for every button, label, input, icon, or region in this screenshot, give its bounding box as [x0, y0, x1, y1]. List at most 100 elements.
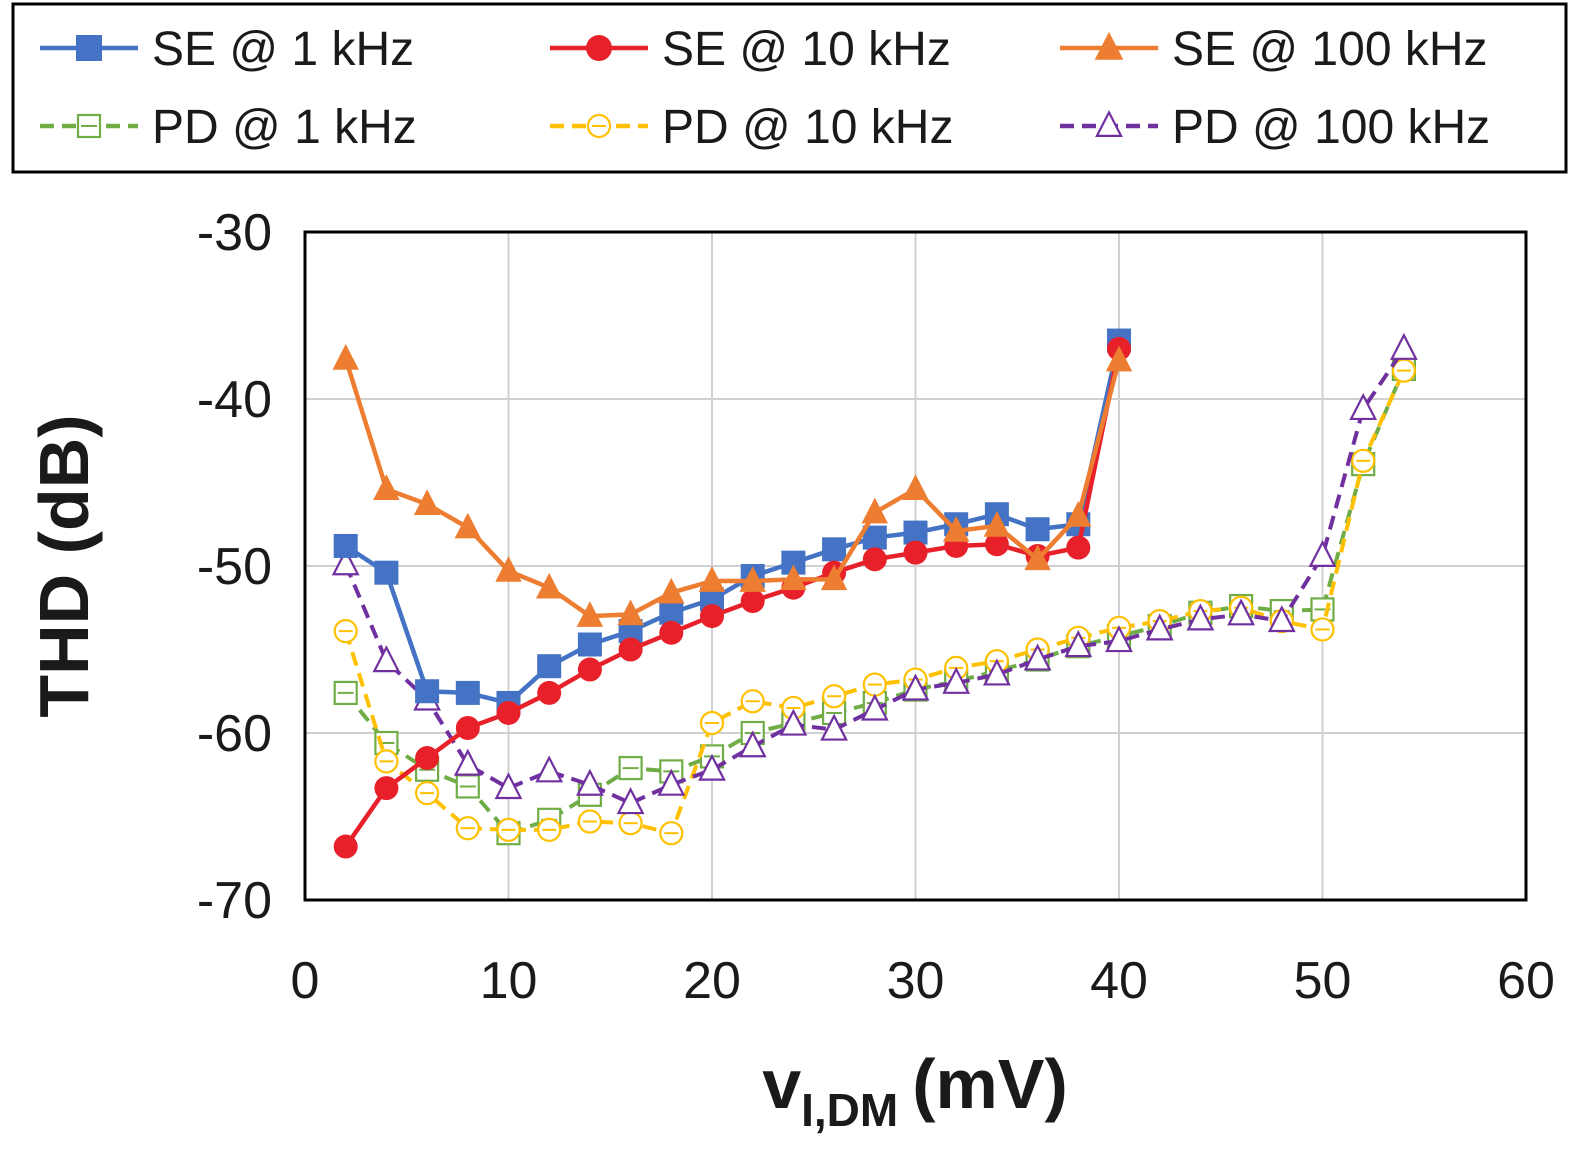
data-point: [415, 781, 440, 806]
x-tick-label: 20: [683, 952, 741, 1010]
data-point: [495, 556, 522, 582]
data-point: [455, 680, 480, 705]
data-point-shape: [903, 540, 928, 565]
data-point: [820, 713, 849, 741]
data-point: [374, 749, 399, 774]
data-point-shape: [577, 657, 602, 682]
data-point-shape: [659, 620, 684, 645]
data-point: [333, 680, 358, 706]
legend-label: PD @ 100 kHz: [1172, 101, 1490, 154]
data-point-shape: [333, 533, 358, 558]
data-point-shape: [740, 589, 765, 614]
legend-entry: PD @ 10 kHz: [550, 101, 953, 154]
data-point: [982, 658, 1011, 686]
data-point: [374, 776, 399, 801]
data-point: [374, 560, 399, 585]
data-point-shape: [659, 600, 684, 625]
data-point: [1105, 345, 1133, 372]
data-point-shape: [984, 532, 1009, 557]
legend-marker: [76, 113, 102, 139]
data-point: [1310, 617, 1335, 642]
data-point: [1023, 643, 1052, 671]
data-point: [576, 601, 604, 627]
data-point-shape: [374, 776, 399, 801]
data-point: [862, 672, 887, 697]
data-point: [333, 533, 358, 558]
data-point: [577, 809, 603, 834]
data-point-shape: [862, 547, 887, 572]
data-point-shape: [822, 537, 847, 562]
x-tick-label: 30: [887, 952, 945, 1010]
data-point: [821, 684, 847, 709]
data-point-shape: [577, 632, 602, 657]
data-point: [1308, 539, 1337, 567]
x-tick-label: 60: [1497, 952, 1555, 1010]
data-point: [1145, 613, 1174, 641]
data-point: [415, 746, 440, 771]
data-point: [1310, 597, 1335, 622]
y-tick-label: -60: [197, 705, 272, 763]
data-point-shape: [700, 604, 724, 629]
data-point-shape: [415, 746, 440, 771]
data-point-shape: [618, 637, 643, 662]
data-point: [860, 693, 889, 721]
x-axis-title-main: v: [762, 1045, 801, 1123]
legend-marker: [1094, 31, 1124, 60]
data-point: [658, 577, 685, 604]
data-point-shape: [455, 680, 480, 705]
series-pd-100-khz: [331, 332, 1418, 815]
data-point: [781, 695, 806, 721]
x-axis-title-unit: (mV): [912, 1045, 1068, 1123]
data-point: [1066, 535, 1091, 560]
legend-marker: [586, 113, 612, 139]
data-point: [455, 816, 480, 841]
x-axis-title: vI,DM (mV): [762, 1045, 1068, 1136]
data-point: [617, 599, 644, 626]
legend-marker: [1095, 109, 1123, 137]
legend-label: SE @ 1 kHz: [152, 23, 414, 76]
data-point: [331, 548, 360, 576]
data-point: [903, 540, 928, 565]
plot-area: [303, 230, 1528, 902]
series-layer: [331, 328, 1418, 859]
data-point: [1389, 332, 1418, 360]
data-point: [454, 512, 481, 539]
legend-entry: SE @ 100 kHz: [1060, 23, 1488, 76]
data-point: [738, 730, 767, 758]
legend-label: PD @ 10 kHz: [662, 101, 953, 154]
y-axis-title: THD (dB): [25, 414, 103, 717]
data-point: [618, 811, 643, 836]
legend-label: PD @ 1 kHz: [152, 101, 417, 154]
data-point: [537, 654, 562, 679]
data-point-shape: [496, 700, 521, 725]
data-point: [822, 537, 847, 562]
legend-marker-shape: [76, 35, 102, 61]
data-point: [861, 497, 888, 524]
data-point-shape: [455, 715, 480, 740]
legend-entry: SE @ 10 kHz: [550, 23, 951, 76]
data-point: [902, 474, 929, 500]
legend-marker: [76, 35, 102, 61]
data-point: [1267, 605, 1296, 633]
data-point: [333, 834, 358, 859]
data-point: [453, 748, 482, 776]
data-point: [618, 637, 643, 662]
legend-frame: [11, 2, 1568, 174]
data-point: [901, 673, 930, 701]
y-tick-label: -50: [197, 538, 272, 596]
legend-entry: PD @ 100 kHz: [1060, 101, 1490, 154]
plot-frame: [303, 230, 1528, 902]
data-point-shape: [374, 560, 399, 585]
series-se-100-khz: [332, 344, 1133, 627]
legend-label: SE @ 100 kHz: [1172, 23, 1488, 76]
data-point: [698, 753, 726, 781]
data-point-shape: [415, 679, 440, 704]
data-point: [1186, 603, 1215, 631]
data-point: [780, 564, 807, 591]
data-point: [942, 666, 971, 694]
y-tick-labels: -30 -40 -50 -60 -70: [197, 204, 272, 930]
data-point: [983, 511, 1011, 537]
x-tick-label: 0: [291, 952, 320, 1010]
data-point: [1025, 517, 1050, 542]
